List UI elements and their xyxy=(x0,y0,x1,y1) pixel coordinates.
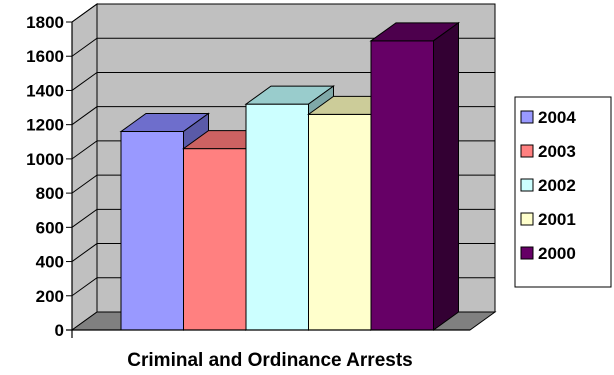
bar-front xyxy=(370,40,434,331)
bar-front xyxy=(120,131,184,331)
y-tick-label: 800 xyxy=(36,184,64,203)
legend-swatch xyxy=(520,212,534,226)
bars xyxy=(119,21,461,331)
legend-swatch xyxy=(520,246,534,260)
y-tick-label: 1400 xyxy=(26,81,64,100)
y-tick-label: 1000 xyxy=(26,150,64,169)
axes xyxy=(66,21,470,338)
legend-label: 2003 xyxy=(538,142,576,161)
bar-front xyxy=(245,103,309,331)
y-tick-label: 400 xyxy=(36,253,64,272)
x-axis-label: Criminal and Ordinance Arrests xyxy=(127,350,412,371)
legend-label: 2002 xyxy=(538,176,576,195)
y-tick-label: 0 xyxy=(55,321,64,340)
legend-label: 2004 xyxy=(538,108,576,127)
gridline xyxy=(71,37,495,57)
bar-front xyxy=(308,113,372,331)
bar-front xyxy=(183,148,247,331)
y-tick-label: 1600 xyxy=(26,47,64,66)
bar-side xyxy=(433,21,459,331)
legend-swatch xyxy=(520,178,534,192)
bar-2000 xyxy=(369,21,461,331)
y-tick-labels: 0 200 400 600 800 1000 1200 1400 1600 1800 xyxy=(26,13,64,340)
legend-label: 2000 xyxy=(538,244,576,263)
legend-swatch xyxy=(520,110,534,124)
y-tick-label: 600 xyxy=(36,218,64,237)
legend-swatch xyxy=(520,144,534,158)
y-tick-label: 1800 xyxy=(26,13,64,32)
gridline xyxy=(71,3,495,23)
legend: 2004 2003 2002 2001 2000 xyxy=(514,96,612,288)
y-tick-label: 1200 xyxy=(26,116,64,135)
side-wall xyxy=(71,3,98,331)
legend-label: 2001 xyxy=(538,210,576,229)
y-tick-label: 200 xyxy=(36,287,64,306)
gridline xyxy=(71,71,495,91)
